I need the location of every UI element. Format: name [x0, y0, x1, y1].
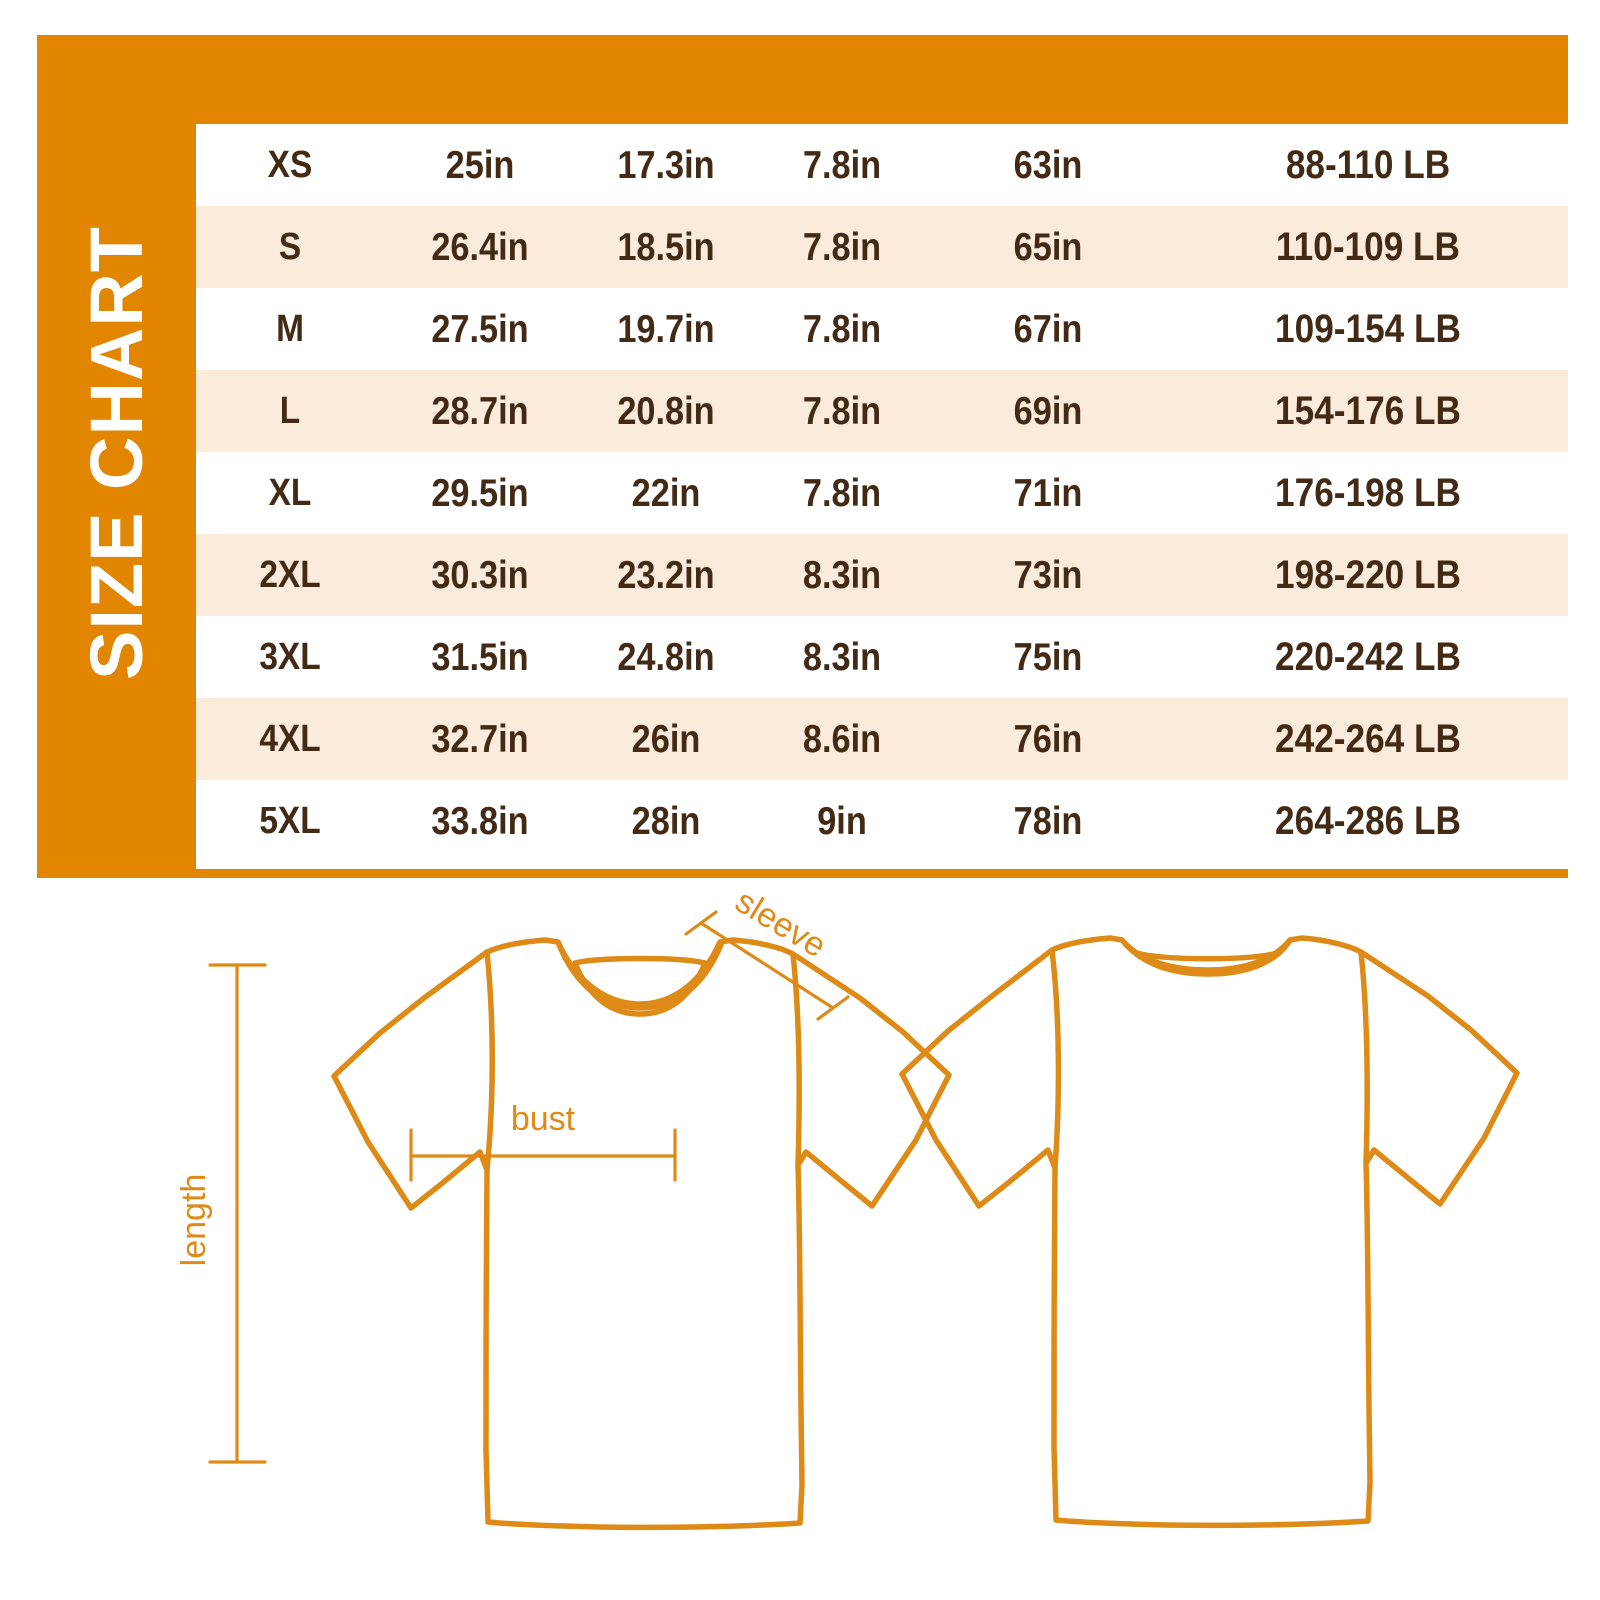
- sleeve-label: sleeve: [729, 890, 833, 965]
- cell-height: 76in: [1013, 717, 1083, 761]
- back-tshirt-outline: [899, 935, 1520, 1529]
- table-body: XS 25in 17.3in 7.8in 63in 88-110 LB S 26.4in 18.…: [196, 124, 1568, 862]
- table-header-band: [37, 35, 1568, 124]
- table-row: XL 29.5in 22in 7.8in 71in 176-198 LB: [196, 452, 1568, 534]
- cell-sleeve: 7.8in: [802, 225, 882, 269]
- length-measure-line: [208, 963, 267, 1464]
- tshirt-measurement-diagram: length bust sleeve: [0, 890, 1600, 1590]
- cell-sleeve: 7.8in: [802, 389, 882, 433]
- cell-bust: 17.3in: [617, 143, 715, 187]
- cell-sleeve: 8.3in: [802, 553, 882, 597]
- cell-weight: 264-286 LB: [1275, 799, 1461, 843]
- cell-weight: 154-176 LB: [1275, 389, 1461, 433]
- cell-bust: 19.7in: [617, 307, 715, 351]
- cell-length: 31.5in: [431, 635, 529, 679]
- cell-sleeve: 7.8in: [802, 307, 882, 351]
- table-row: XS 25in 17.3in 7.8in 63in 88-110 LB: [196, 124, 1568, 206]
- cell-bust: 26in: [631, 717, 701, 761]
- cell-length: 27.5in: [431, 307, 529, 351]
- sleeve-measure-line: [684, 910, 850, 1021]
- cell-height: 69in: [1013, 389, 1083, 433]
- cell-size: 3XL: [259, 636, 321, 678]
- length-label: length: [175, 1174, 213, 1267]
- cell-size: L: [279, 390, 301, 432]
- cell-size: 4XL: [259, 718, 321, 760]
- table-row: L 28.7in 20.8in 7.8in 69in 154-176 LB: [196, 370, 1568, 452]
- cell-size: 5XL: [259, 800, 321, 842]
- cell-sleeve: 7.8in: [802, 471, 882, 515]
- cell-sleeve: 8.3in: [802, 635, 882, 679]
- cell-length: 28.7in: [431, 389, 529, 433]
- front-tshirt-outline: [331, 937, 952, 1531]
- cell-weight: 176-198 LB: [1275, 471, 1461, 515]
- cell-weight: 110-109 LB: [1276, 225, 1460, 269]
- cell-sleeve: 8.6in: [802, 717, 882, 761]
- cell-height: 71in: [1013, 471, 1083, 515]
- table-row: 2XL 30.3in 23.2in 8.3in 73in 198-220 LB: [196, 534, 1568, 616]
- cell-height: 65in: [1013, 225, 1083, 269]
- cell-height: 67in: [1013, 307, 1083, 351]
- cell-bust: 18.5in: [617, 225, 715, 269]
- cell-size: XS: [267, 144, 313, 186]
- bust-label: bust: [511, 1100, 576, 1138]
- table-footer-strip: [37, 869, 1568, 878]
- cell-weight: 242-264 LB: [1275, 717, 1461, 761]
- cell-height: 78in: [1013, 799, 1083, 843]
- cell-size: M: [276, 308, 304, 350]
- cell-length: 25in: [445, 143, 515, 187]
- table-row: 3XL 31.5in 24.8in 8.3in 75in 220-242 LB: [196, 616, 1568, 698]
- cell-length: 32.7in: [431, 717, 529, 761]
- bust-measure-line: [409, 1128, 677, 1182]
- cell-size: 2XL: [259, 554, 321, 596]
- cell-size: XL: [268, 472, 312, 514]
- cell-weight: 220-242 LB: [1275, 635, 1461, 679]
- cell-size: S: [278, 226, 302, 268]
- cell-length: 30.3in: [431, 553, 529, 597]
- cell-height: 75in: [1013, 635, 1083, 679]
- table-row: 4XL 32.7in 26in 8.6in 76in 242-264 LB: [196, 698, 1568, 780]
- table-row: S 26.4in 18.5in 7.8in 65in 110-109 LB: [196, 206, 1568, 288]
- cell-bust: 20.8in: [617, 389, 715, 433]
- table-row: 5XL 33.8in 28in 9in 78in 264-286 LB: [196, 780, 1568, 862]
- cell-weight: 109-154 LB: [1275, 307, 1461, 351]
- size-chart-table: SIZELENGTHBUSTSLEEVESUITABLEHEIGHTSUITAB…: [196, 35, 1568, 870]
- cell-height: 73in: [1013, 553, 1083, 597]
- cell-bust: 28in: [631, 799, 701, 843]
- cell-sleeve: 9in: [817, 799, 867, 843]
- size-chart-table-block: SIZE CHART SIZELENGTHBUSTSLEEVESUITABLEH…: [37, 35, 1568, 878]
- cell-weight: 198-220 LB: [1275, 553, 1461, 597]
- cell-length: 33.8in: [431, 799, 529, 843]
- table-row: M 27.5in 19.7in 7.8in 67in 109-154 LB: [196, 288, 1568, 370]
- cell-height: 63in: [1013, 143, 1083, 187]
- cell-bust: 23.2in: [617, 553, 715, 597]
- cell-weight: 88-110 LB: [1285, 143, 1451, 187]
- cell-bust: 22in: [631, 471, 701, 515]
- size-chart-title: SIZE CHART: [74, 225, 158, 680]
- cell-sleeve: 7.8in: [802, 143, 882, 187]
- cell-length: 29.5in: [431, 471, 529, 515]
- size-chart-side-banner: SIZE CHART: [37, 35, 196, 870]
- cell-bust: 24.8in: [617, 635, 715, 679]
- cell-length: 26.4in: [431, 225, 529, 269]
